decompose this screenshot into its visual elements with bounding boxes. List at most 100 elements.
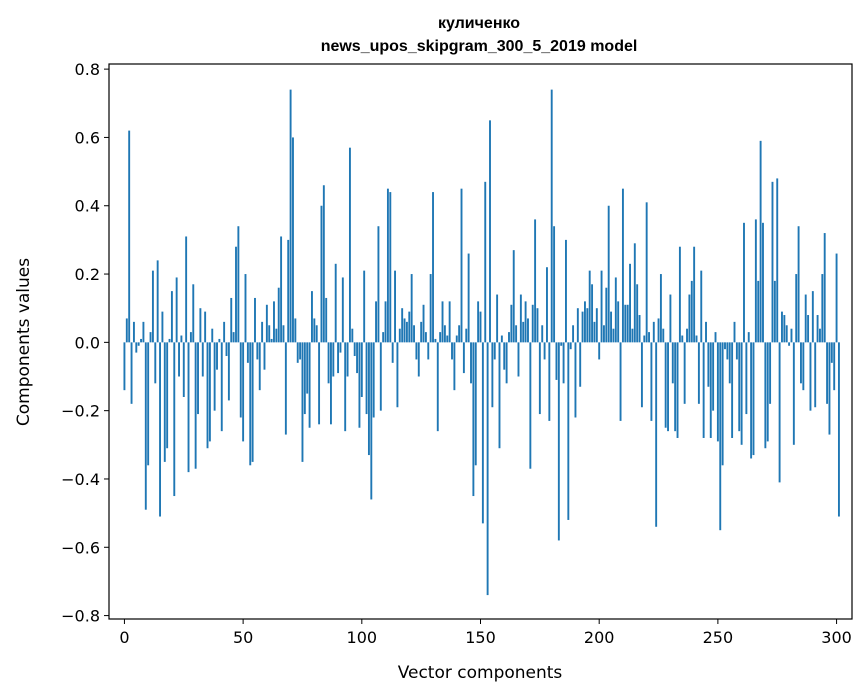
bar-46 xyxy=(232,332,235,343)
bar-18 xyxy=(166,342,169,449)
bar-71 xyxy=(292,137,294,343)
bar-281 xyxy=(790,328,793,343)
bar-92 xyxy=(341,277,344,343)
bar-111 xyxy=(386,188,389,343)
bar-184 xyxy=(560,342,563,346)
bar-10 xyxy=(147,342,150,466)
plot-frame xyxy=(108,63,853,620)
bar-274 xyxy=(773,280,776,343)
bar-126 xyxy=(422,304,425,343)
bar-208 xyxy=(617,301,620,343)
bar-119 xyxy=(405,321,408,343)
bar-300 xyxy=(835,253,838,343)
bar-210 xyxy=(621,188,624,343)
bar-161 xyxy=(505,342,508,384)
bar-16 xyxy=(161,311,164,343)
bar-246 xyxy=(707,342,710,387)
bar-183 xyxy=(557,342,560,541)
bar-162 xyxy=(508,332,510,343)
bar-24 xyxy=(180,335,183,343)
bar-137 xyxy=(448,301,451,343)
bar-44 xyxy=(227,342,230,401)
bar-145 xyxy=(467,253,470,343)
bar-74 xyxy=(299,342,302,360)
bar-181 xyxy=(553,226,556,343)
bar-4 xyxy=(132,321,135,343)
bar-170 xyxy=(527,318,529,343)
bar-199 xyxy=(595,308,598,343)
bar-218 xyxy=(640,342,643,408)
bar-222 xyxy=(650,342,653,421)
x-tick-label: 50 xyxy=(233,628,253,647)
bar-272 xyxy=(769,342,772,404)
bar-211 xyxy=(624,304,627,343)
bar-288 xyxy=(807,315,810,343)
bar-65 xyxy=(277,287,280,343)
bar-279 xyxy=(785,325,788,343)
bar-51 xyxy=(244,274,247,343)
bar-76 xyxy=(303,342,306,415)
bar-284 xyxy=(797,226,800,343)
bar-206 xyxy=(612,328,615,343)
bar-29 xyxy=(192,284,195,343)
bar-179 xyxy=(548,342,551,421)
bar-265 xyxy=(752,342,755,456)
bar-12 xyxy=(151,270,154,343)
bar-221 xyxy=(648,332,650,343)
bar-153 xyxy=(486,342,489,596)
bar-36 xyxy=(208,342,211,442)
bar-123 xyxy=(415,342,418,360)
bar-260 xyxy=(740,342,743,445)
bar-155 xyxy=(491,342,494,408)
chart-title-line1: куличенко xyxy=(438,15,520,32)
bar-174 xyxy=(536,308,539,343)
bar-120 xyxy=(408,311,411,343)
bar-102 xyxy=(365,342,368,415)
bar-269 xyxy=(762,222,764,343)
bar-226 xyxy=(659,274,662,343)
bar-56 xyxy=(256,342,259,360)
bar-261 xyxy=(743,222,745,343)
y-axis-ticks: −0.8 −0.6 −0.4 −0.2 0.0 0.2 0.4 0.6 0.8 xyxy=(61,60,109,626)
bar-22 xyxy=(175,277,178,343)
bar-291 xyxy=(814,342,817,408)
bar-264 xyxy=(750,342,753,459)
bar-289 xyxy=(809,342,812,411)
bar-197 xyxy=(591,284,594,343)
bar-275 xyxy=(776,178,779,343)
bar-180 xyxy=(550,89,553,343)
bar-49 xyxy=(239,342,242,418)
bar-61 xyxy=(268,325,271,343)
bar-89 xyxy=(334,263,337,343)
bar-124 xyxy=(417,342,420,377)
bar-159 xyxy=(500,335,503,343)
bar-258 xyxy=(735,342,738,360)
bar-256 xyxy=(731,342,734,438)
bar-63 xyxy=(273,301,275,343)
bar-32 xyxy=(199,308,202,343)
bar-78 xyxy=(308,342,311,428)
bar-278 xyxy=(783,315,786,343)
bar-55 xyxy=(254,297,256,343)
bar-54 xyxy=(251,342,254,462)
bar-163 xyxy=(510,304,513,343)
bar-110 xyxy=(384,301,387,343)
y-tick-label: 0.4 xyxy=(75,197,100,216)
bar-42 xyxy=(223,321,226,343)
bar-31 xyxy=(197,342,199,415)
bar-68 xyxy=(284,342,287,435)
bar-216 xyxy=(636,284,639,343)
bar-287 xyxy=(804,294,807,343)
bar-239 xyxy=(690,280,693,343)
bar-225 xyxy=(657,318,660,343)
bar-47 xyxy=(235,246,237,343)
bar-290 xyxy=(811,291,814,343)
bar-62 xyxy=(270,338,273,343)
bar-45 xyxy=(230,297,233,343)
bar-285 xyxy=(800,342,802,384)
bar-39 xyxy=(216,342,218,370)
bar-178 xyxy=(546,267,548,343)
bar-129 xyxy=(429,274,432,343)
bar-147 xyxy=(472,342,475,497)
bar-149 xyxy=(477,301,480,343)
